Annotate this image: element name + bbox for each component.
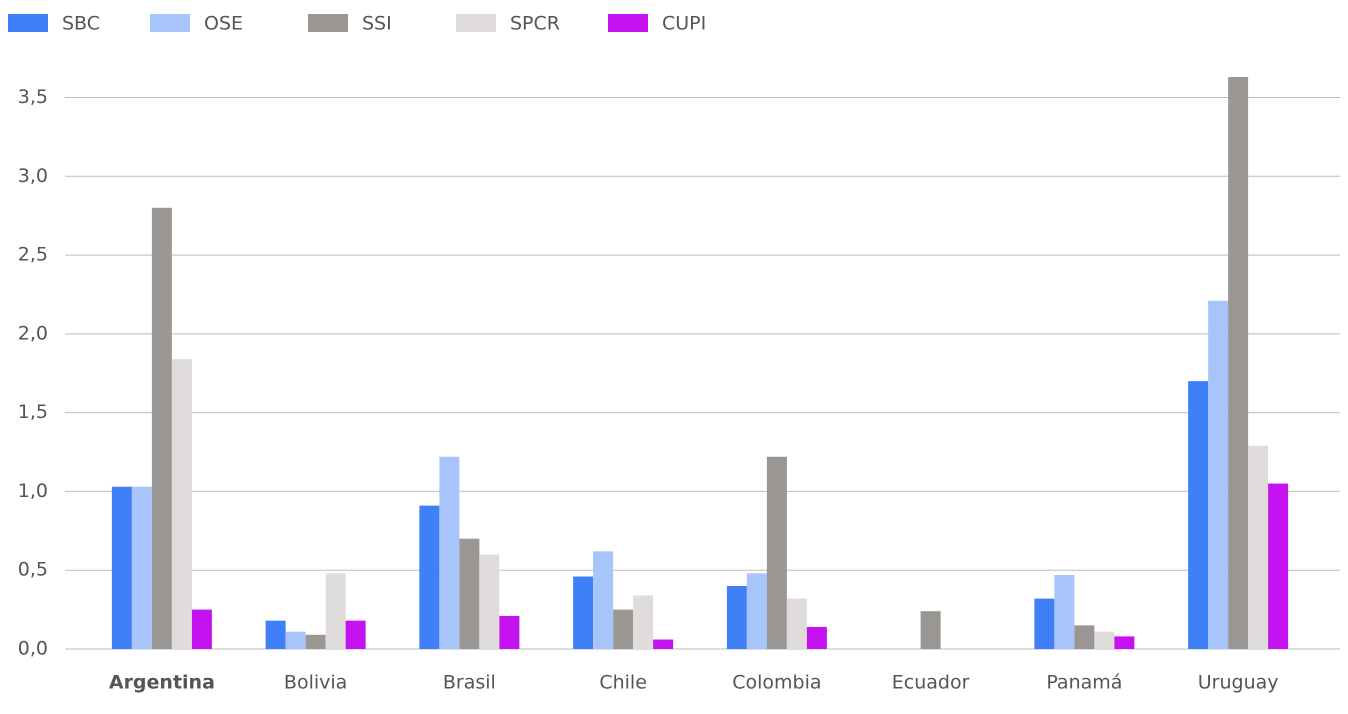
bar: [613, 609, 634, 649]
bar: [131, 486, 152, 649]
x-tick-label: Brasil: [443, 672, 496, 694]
y-tick-label: 2,0: [18, 322, 48, 344]
bar: [345, 620, 366, 649]
bar: [1248, 445, 1269, 649]
legend-label: OSE: [204, 13, 243, 35]
bar: [325, 573, 346, 649]
bar: [1094, 631, 1115, 649]
bar: [439, 456, 460, 649]
bar: [766, 456, 787, 649]
y-tick-label: 3,0: [18, 165, 48, 187]
x-tick-label: Uruguay: [1198, 672, 1279, 694]
bar: [1074, 625, 1095, 649]
legend-label: SSI: [362, 13, 392, 35]
bar: [305, 634, 326, 649]
bar: [1054, 574, 1075, 649]
bar: [1114, 636, 1135, 649]
bar: [1228, 77, 1249, 650]
legend-swatch: [8, 14, 48, 32]
legend-swatch: [150, 14, 190, 32]
x-tick-label: Colombia: [732, 672, 821, 694]
y-tick-label: 1,0: [18, 480, 48, 502]
bar: [653, 639, 674, 649]
bar: [265, 620, 286, 649]
x-tick-label: Chile: [599, 672, 647, 694]
bar: [191, 609, 212, 649]
bar: [419, 505, 440, 649]
y-tick-label: 0,0: [18, 638, 48, 660]
bar: [920, 611, 941, 649]
legend-label: CUPI: [662, 13, 706, 35]
bar: [726, 585, 747, 649]
bar: [1034, 598, 1055, 649]
bar: [633, 595, 654, 649]
bar: [1268, 483, 1289, 649]
bar: [573, 576, 594, 649]
x-tick-label: Argentina: [109, 672, 215, 694]
bar: [171, 359, 192, 649]
bar: [593, 551, 614, 649]
x-tick-label: Panamá: [1046, 672, 1122, 694]
x-tick-label: Ecuador: [892, 672, 970, 694]
bar: [151, 207, 172, 650]
legend-label: SBC: [62, 13, 100, 35]
bar: [285, 631, 306, 649]
x-tick-label: Bolivia: [284, 672, 347, 694]
y-tick-label: 3,5: [18, 86, 48, 108]
legend-swatch: [456, 14, 496, 32]
bar: [746, 573, 767, 649]
legend-swatch: [308, 14, 348, 32]
bar: [1188, 381, 1209, 649]
bar: [111, 486, 132, 649]
bar: [499, 615, 520, 649]
y-tick-label: 2,5: [18, 244, 48, 266]
bar: [806, 626, 827, 649]
y-tick-label: 1,5: [18, 401, 48, 423]
bar: [1208, 300, 1229, 649]
bar: [459, 538, 480, 649]
legend-swatch: [608, 14, 648, 32]
y-tick-label: 0,5: [18, 559, 48, 581]
legend-label: SPCR: [510, 13, 560, 35]
bar: [479, 554, 500, 649]
bar: [786, 598, 807, 649]
